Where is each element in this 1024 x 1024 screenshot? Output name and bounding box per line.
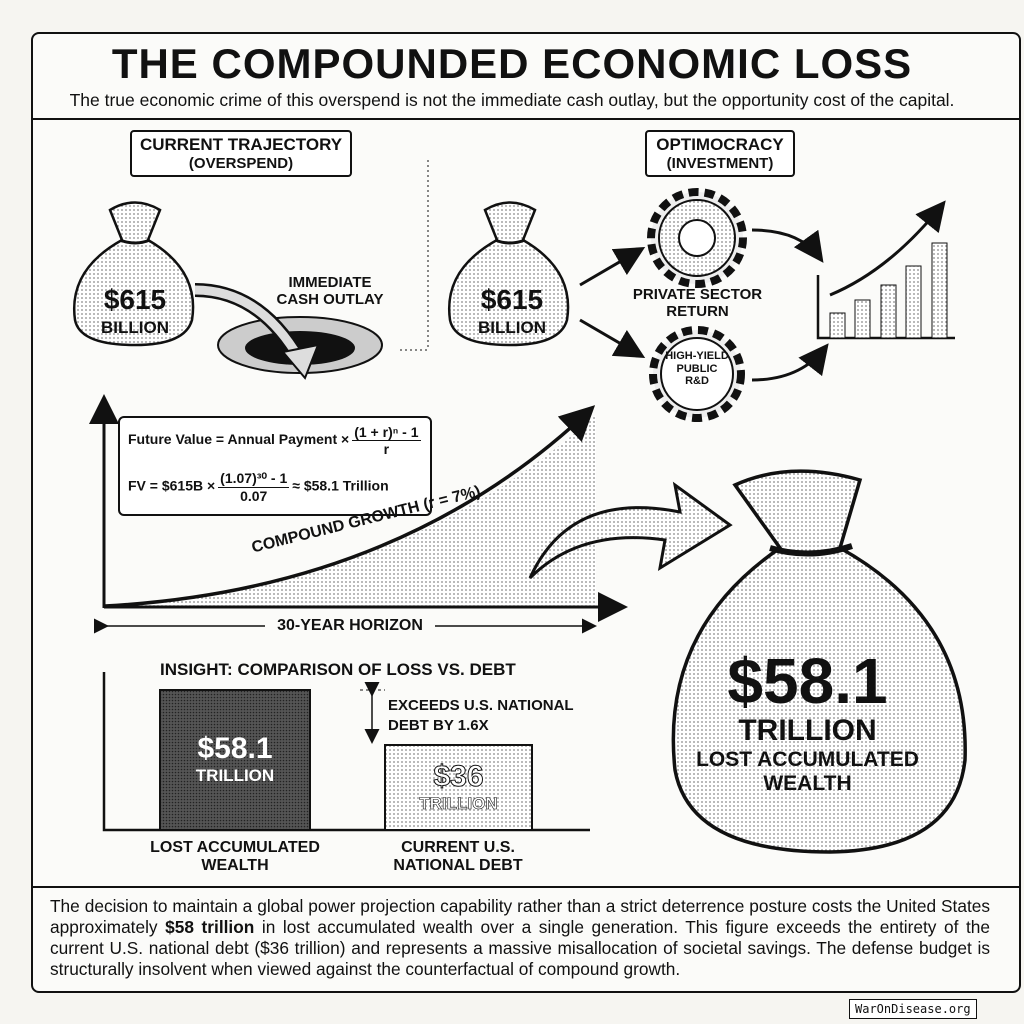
horizon-label: 30-YEAR HORIZON bbox=[265, 617, 435, 636]
label-line: WEALTH bbox=[201, 857, 269, 875]
current-trajectory-heading: CURRENT TRAJECTORY (OVERSPEND) bbox=[130, 130, 352, 177]
gear-icon bbox=[647, 188, 747, 288]
rising-bar-chart-icon bbox=[816, 200, 955, 340]
heading-line: OPTIMOCRACY bbox=[656, 135, 784, 154]
page-subtitle: The true economic crime of this overspen… bbox=[69, 90, 955, 110]
label-line: PUBLIC bbox=[676, 362, 718, 375]
label-line: NATIONAL DEBT bbox=[393, 857, 523, 875]
label-line: HIGH-YIELD bbox=[665, 350, 729, 362]
comparison-annotation: EXCEEDS U.S. NATIONAL DEBT BY 1.6X bbox=[388, 696, 574, 735]
numerator: (1.07)³⁰ - 1 bbox=[218, 470, 290, 488]
bag-unit: BILLION bbox=[101, 318, 169, 337]
money-bag-icon bbox=[671, 469, 967, 854]
label-line: DEBT BY 1.6X bbox=[388, 716, 489, 734]
big-arrow-icon bbox=[528, 481, 733, 580]
denominator: r bbox=[383, 441, 390, 457]
numerator: (1 + r)ⁿ - 1 bbox=[352, 424, 421, 441]
label-line: WEALTH bbox=[763, 772, 852, 796]
formula-result: ≈ $58.1 Trillion bbox=[292, 477, 389, 494]
summary-highlight: $58 trillion bbox=[165, 917, 255, 937]
divider bbox=[31, 118, 1021, 120]
watermark-link[interactable]: WarOnDisease.org bbox=[849, 999, 977, 1019]
big-bag-label: LOST ACCUMULATED WEALTH bbox=[690, 748, 925, 796]
heading-line: (INVESTMENT) bbox=[666, 154, 774, 172]
bar-national-debt bbox=[384, 744, 533, 831]
formula-general: Future Value = Annual Payment × (1 + r)ⁿ … bbox=[128, 424, 424, 457]
formula-applied: FV = $615B × (1.07)³⁰ - 1 0.07 ≈ $58.1 Tril… bbox=[128, 470, 389, 504]
money-bag-icon bbox=[72, 201, 195, 347]
outlay-label: IMMEDIATE CASH OUTLAY bbox=[255, 274, 405, 309]
bag-amount: $615 bbox=[480, 284, 544, 315]
bag-amount: $615 bbox=[103, 284, 167, 315]
bar-label: LOST ACCUMULATED WEALTH bbox=[135, 839, 335, 876]
label-line: PRIVATE SECTOR bbox=[632, 286, 763, 303]
bar-lost-wealth bbox=[159, 689, 311, 831]
label-line: CURRENT U.S. bbox=[401, 839, 515, 856]
bar-label: CURRENT U.S. NATIONAL DEBT bbox=[358, 839, 558, 876]
label-line: LOST ACCUMULATED bbox=[150, 839, 320, 856]
optimocracy-heading: OPTIMOCRACY (INVESTMENT) bbox=[645, 130, 795, 177]
private-sector-label: PRIVATE SECTOR RETURN bbox=[620, 286, 775, 321]
bar-value: $36 bbox=[433, 760, 484, 794]
formula-text: Future Value = Annual Payment × bbox=[128, 431, 350, 448]
heading-line: (OVERSPEND) bbox=[188, 154, 294, 172]
bar-unit: TRILLION bbox=[419, 794, 498, 814]
label-line: RETURN bbox=[666, 303, 729, 321]
label-line: LOST ACCUMULATED bbox=[696, 748, 919, 771]
divider bbox=[31, 886, 1021, 888]
money-bag-icon bbox=[447, 201, 570, 347]
summary-paragraph: The decision to maintain a global power … bbox=[50, 896, 990, 980]
denominator: 0.07 bbox=[240, 488, 268, 504]
bag-unit: BILLION bbox=[478, 318, 546, 337]
formula-text: FV = $615B × bbox=[128, 477, 216, 494]
gear-icon bbox=[649, 326, 745, 422]
label-line: EXCEEDS U.S. NATIONAL bbox=[388, 697, 574, 714]
label-line: CASH OUTLAY bbox=[276, 291, 384, 309]
heading-line: CURRENT TRAJECTORY bbox=[139, 135, 343, 154]
summary-text: in lost accumulated wealth over a single… bbox=[50, 917, 991, 979]
bar-value: $58.1 bbox=[197, 732, 273, 765]
big-bag-unit: TRILLION bbox=[738, 714, 877, 747]
public-rd-label: HIGH-YIELD PUBLIC R&D bbox=[657, 350, 737, 388]
page-title: THE COMPOUNDED ECONOMIC LOSS bbox=[111, 40, 913, 87]
big-bag-amount: $58.1 bbox=[727, 645, 888, 717]
label-line: R&D bbox=[685, 375, 709, 388]
formula-box: Future Value = Annual Payment × (1 + r)ⁿ … bbox=[118, 416, 432, 516]
label-line: IMMEDIATE bbox=[288, 274, 372, 291]
bar-unit: TRILLION bbox=[195, 766, 275, 785]
summary-text: The decision to maintain a global power … bbox=[50, 896, 990, 937]
comparison-title: INSIGHT: COMPARISON OF LOSS VS. DEBT bbox=[160, 660, 516, 679]
